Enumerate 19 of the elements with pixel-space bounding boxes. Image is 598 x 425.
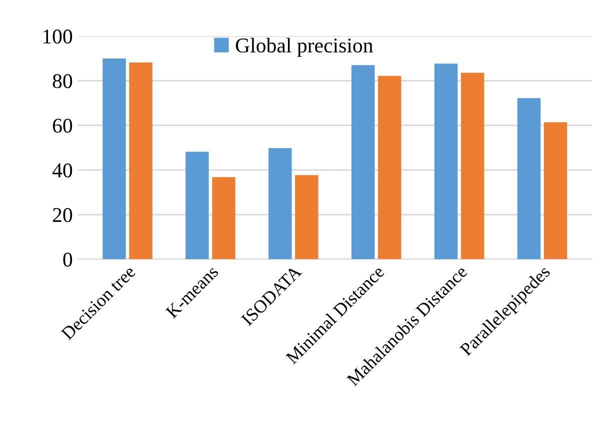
- bar: [351, 65, 375, 260]
- legend-label: Global precision: [236, 38, 373, 57]
- bar: [378, 76, 402, 260]
- bar: [129, 62, 152, 260]
- y-tick-label: 80: [52, 74, 72, 88]
- y-tick-label: 100: [43, 30, 72, 44]
- bar: [517, 98, 541, 260]
- y-tick-label: 60: [52, 118, 72, 133]
- bar: [295, 175, 318, 260]
- bar: [460, 72, 484, 260]
- y-tick-label: 40: [52, 163, 72, 178]
- bar: [544, 122, 568, 260]
- bar: [212, 177, 236, 260]
- bar: [102, 58, 126, 260]
- bar: [434, 64, 458, 260]
- bar: [186, 152, 209, 260]
- y-tick-label: 0: [63, 252, 72, 267]
- bar: [268, 148, 292, 260]
- y-tick-label: 20: [52, 208, 72, 222]
